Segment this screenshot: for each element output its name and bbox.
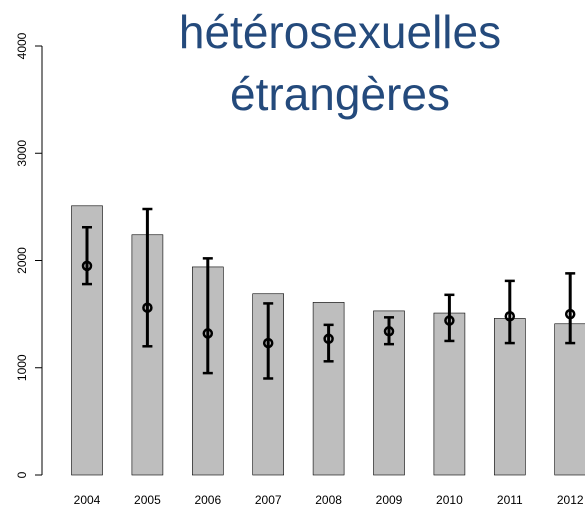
estimate-point [202, 328, 214, 339]
x-tick-label: 2010 [436, 493, 463, 507]
bar [493, 318, 526, 476]
y-tick-label: 3000 [15, 140, 29, 167]
y-tick-label: 0 [15, 471, 29, 478]
y-tick-label: 4000 [15, 32, 29, 59]
bar [554, 323, 585, 476]
y-tick-label: 2000 [15, 247, 29, 274]
chart-title: hétérosexuelles [179, 6, 501, 58]
estimate-point [564, 308, 576, 320]
estimate-point [504, 311, 516, 322]
x-tick-label: 2009 [376, 493, 403, 507]
estimate-point [383, 326, 395, 337]
estimate-point [142, 302, 153, 313]
x-tick-label: 2012 [557, 493, 584, 507]
chart-title: étrangères [230, 68, 450, 120]
estimate-point [262, 337, 274, 349]
estimate-point [81, 260, 93, 272]
x-tick-label: 2004 [74, 493, 101, 507]
x-tick-label: 2006 [194, 493, 221, 507]
x-tick-label: 2008 [315, 493, 342, 507]
y-tick-label: 1000 [15, 354, 29, 381]
x-tick-label: 2007 [255, 493, 282, 507]
x-tick-label: 2011 [497, 493, 523, 507]
x-tick-label: 2005 [134, 493, 161, 507]
estimate-point [444, 315, 455, 326]
estimate-point [323, 333, 334, 345]
